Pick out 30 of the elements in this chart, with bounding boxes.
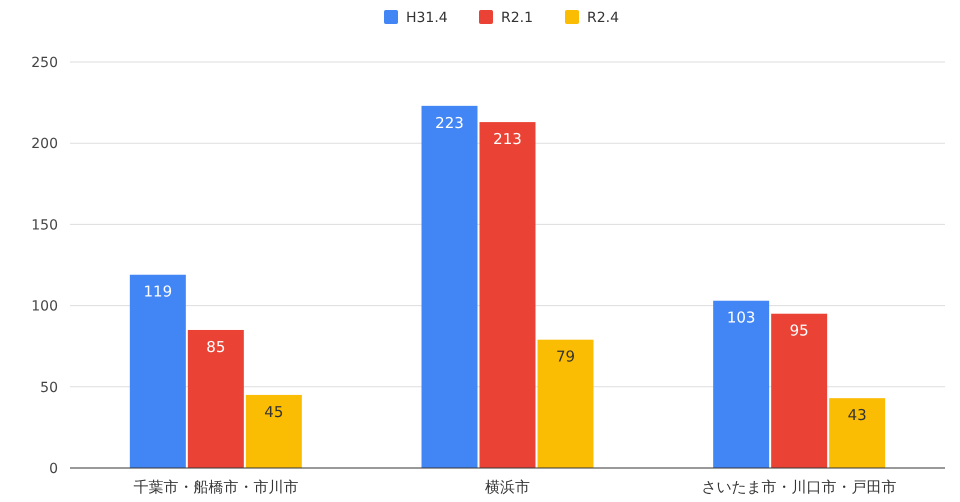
bar <box>130 274 186 468</box>
legend-label: H31.4 <box>406 10 448 26</box>
data-label: 43 <box>848 406 867 424</box>
data-label: 213 <box>493 130 522 148</box>
data-label: 103 <box>726 308 756 327</box>
data-label: 95 <box>790 322 809 340</box>
data-label: 79 <box>556 348 576 366</box>
y-tick-label: 100 <box>31 298 58 315</box>
y-tick-label: 150 <box>31 217 58 234</box>
bar <box>422 106 478 468</box>
bar <box>480 122 536 468</box>
y-tick-label: 200 <box>31 136 58 152</box>
data-label: 45 <box>264 402 284 421</box>
bar <box>538 340 594 468</box>
x-tick-label: 千葉市・船橋市・市川市 <box>133 478 298 496</box>
bar <box>188 330 244 468</box>
x-tick-label: さいたま市・川口市・戸田市 <box>702 478 897 496</box>
bar <box>829 398 886 468</box>
legend-label: R2.4 <box>587 10 620 26</box>
y-tick-label: 0 <box>49 461 58 477</box>
bar <box>246 394 302 468</box>
data-label: 119 <box>144 282 172 301</box>
y-tick-label: 50 <box>40 380 58 396</box>
y-tick-label: 250 <box>31 55 58 71</box>
x-tick-label: 横浜市 <box>485 478 530 496</box>
data-label: 223 <box>435 114 464 132</box>
data-label: 85 <box>206 338 226 356</box>
legend-label: R2.1 <box>501 10 533 26</box>
bar <box>771 314 828 468</box>
bar <box>713 300 770 468</box>
